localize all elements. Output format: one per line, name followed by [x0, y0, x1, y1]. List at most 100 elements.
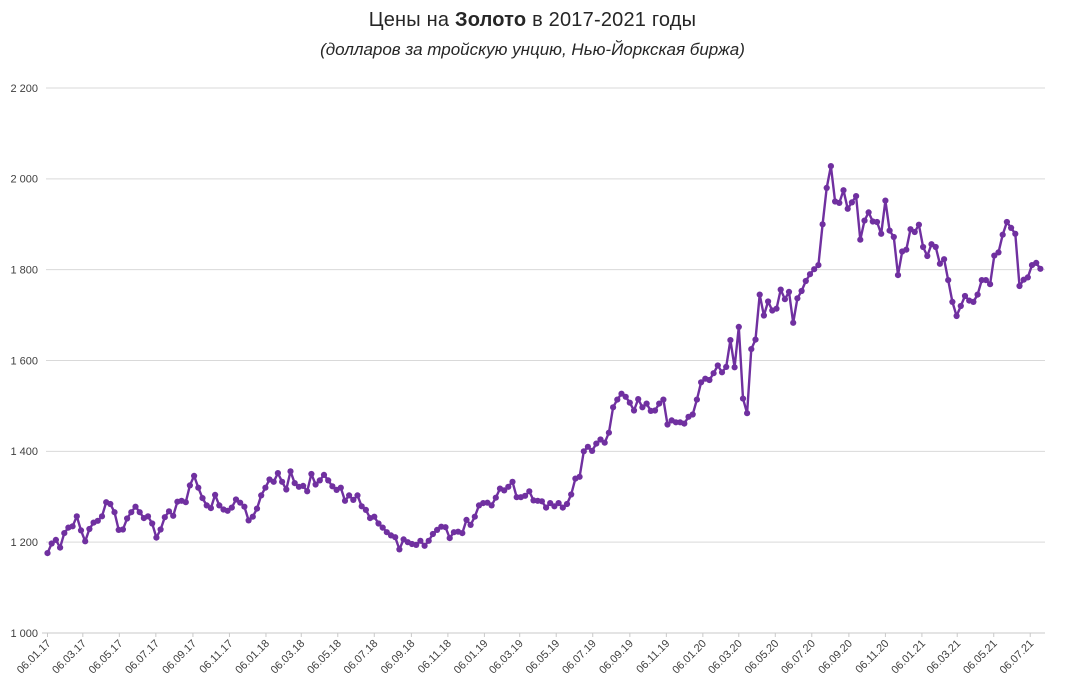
- data-point[interactable]: [853, 193, 860, 200]
- data-point[interactable]: [274, 470, 281, 477]
- data-point[interactable]: [836, 199, 843, 206]
- data-point[interactable]: [379, 524, 386, 531]
- data-point[interactable]: [262, 484, 269, 491]
- data-point[interactable]: [505, 483, 512, 490]
- data-point[interactable]: [341, 497, 349, 504]
- data-point[interactable]: [459, 530, 466, 537]
- data-point[interactable]: [785, 288, 793, 295]
- data-point[interactable]: [199, 495, 206, 502]
- data-point[interactable]: [802, 277, 809, 285]
- data-point[interactable]: [551, 503, 558, 510]
- data-point[interactable]: [425, 537, 432, 544]
- data-point[interactable]: [656, 400, 663, 407]
- data-point[interactable]: [375, 520, 382, 527]
- data-point[interactable]: [723, 363, 730, 370]
- data-point[interactable]: [848, 199, 856, 206]
- data-point[interactable]: [861, 217, 868, 224]
- data-point[interactable]: [509, 478, 516, 485]
- data-point[interactable]: [748, 346, 755, 353]
- data-point[interactable]: [300, 482, 307, 489]
- data-point[interactable]: [413, 541, 420, 549]
- data-point[interactable]: [932, 243, 939, 251]
- data-point[interactable]: [949, 298, 956, 305]
- data-point[interactable]: [781, 296, 789, 303]
- data-point[interactable]: [467, 521, 474, 529]
- data-point[interactable]: [283, 486, 290, 493]
- data-point[interactable]: [253, 505, 261, 512]
- data-point[interactable]: [890, 233, 897, 241]
- data-point[interactable]: [1016, 282, 1023, 290]
- data-point[interactable]: [216, 502, 223, 509]
- data-point[interactable]: [279, 478, 286, 485]
- data-point[interactable]: [710, 370, 717, 377]
- data-point[interactable]: [1012, 230, 1019, 237]
- data-point[interactable]: [1033, 259, 1040, 266]
- data-point[interactable]: [714, 362, 721, 369]
- data-point[interactable]: [698, 379, 705, 386]
- data-point[interactable]: [995, 249, 1002, 256]
- data-point[interactable]: [823, 184, 830, 191]
- data-point[interactable]: [52, 536, 60, 544]
- data-point[interactable]: [86, 525, 93, 533]
- data-point[interactable]: [894, 272, 902, 279]
- data-point[interactable]: [752, 336, 759, 343]
- data-point[interactable]: [291, 480, 298, 487]
- data-point[interactable]: [744, 410, 751, 417]
- data-point[interactable]: [144, 513, 152, 520]
- data-point[interactable]: [643, 400, 650, 407]
- data-point[interactable]: [878, 230, 885, 237]
- data-point[interactable]: [547, 500, 554, 507]
- data-point[interactable]: [576, 473, 583, 480]
- data-point[interactable]: [270, 478, 277, 485]
- data-point[interactable]: [94, 517, 101, 524]
- data-point[interactable]: [903, 246, 910, 253]
- data-point[interactable]: [811, 266, 818, 273]
- data-point[interactable]: [241, 503, 248, 510]
- data-point[interactable]: [555, 500, 562, 507]
- data-point[interactable]: [693, 396, 701, 403]
- data-point[interactable]: [57, 544, 64, 551]
- data-point[interactable]: [526, 488, 533, 495]
- data-point[interactable]: [614, 396, 621, 403]
- data-point[interactable]: [936, 260, 944, 267]
- data-point[interactable]: [82, 538, 89, 545]
- data-point[interactable]: [312, 481, 319, 488]
- data-point[interactable]: [442, 524, 449, 531]
- data-point[interactable]: [974, 291, 981, 298]
- data-point[interactable]: [953, 312, 960, 320]
- data-point[interactable]: [882, 197, 889, 204]
- data-point[interactable]: [73, 513, 80, 520]
- data-point[interactable]: [316, 477, 323, 484]
- data-point[interactable]: [957, 302, 964, 310]
- data-point[interactable]: [1037, 265, 1044, 272]
- data-point[interactable]: [597, 436, 604, 443]
- data-point[interactable]: [346, 492, 353, 499]
- data-point[interactable]: [1003, 218, 1011, 226]
- data-point[interactable]: [371, 513, 378, 520]
- data-point[interactable]: [630, 407, 638, 414]
- data-point[interactable]: [337, 484, 344, 491]
- data-point[interactable]: [584, 443, 592, 450]
- data-point[interactable]: [857, 236, 864, 243]
- data-point[interactable]: [924, 252, 931, 260]
- data-point[interactable]: [249, 513, 256, 520]
- data-point[interactable]: [790, 319, 797, 326]
- data-point[interactable]: [987, 281, 994, 288]
- data-point[interactable]: [165, 508, 173, 515]
- data-point[interactable]: [794, 295, 801, 302]
- data-point[interactable]: [639, 404, 646, 411]
- data-point[interactable]: [421, 542, 428, 549]
- data-point[interactable]: [212, 491, 219, 498]
- data-point[interactable]: [182, 499, 189, 506]
- data-point[interactable]: [77, 527, 85, 534]
- data-point[interactable]: [543, 504, 550, 511]
- data-point[interactable]: [48, 540, 55, 547]
- data-point[interactable]: [124, 515, 131, 522]
- data-point[interactable]: [471, 513, 478, 520]
- data-point[interactable]: [325, 477, 332, 484]
- data-point[interactable]: [765, 298, 772, 305]
- data-point[interactable]: [132, 503, 139, 510]
- data-point[interactable]: [559, 504, 566, 511]
- data-point[interactable]: [664, 421, 671, 428]
